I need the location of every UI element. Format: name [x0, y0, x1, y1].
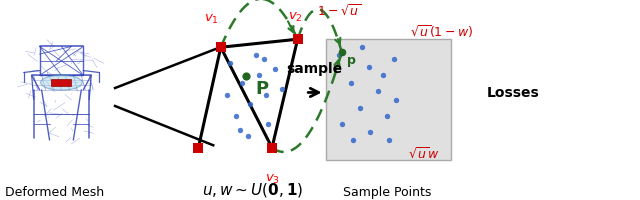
- FancyBboxPatch shape: [51, 80, 71, 87]
- Point: [365, 130, 375, 134]
- Text: $v_1$: $v_1$: [204, 13, 219, 26]
- Point: [378, 74, 388, 78]
- Point: [348, 138, 358, 142]
- Point: [337, 51, 347, 55]
- Point: [384, 138, 394, 142]
- Point: [237, 82, 247, 86]
- Point: [244, 102, 255, 106]
- Point: [356, 46, 367, 50]
- Point: [254, 74, 264, 78]
- Point: [241, 75, 252, 79]
- Point: [381, 114, 392, 118]
- Text: $u, w \sim U(\mathbf{0}, \mathbf{1})$: $u, w \sim U(\mathbf{0}, \mathbf{1})$: [202, 180, 303, 198]
- Text: $\sqrt{u}w$: $\sqrt{u}w$: [408, 145, 440, 161]
- Text: Deformed Mesh: Deformed Mesh: [5, 186, 104, 198]
- Point: [276, 88, 287, 92]
- Text: sample: sample: [286, 62, 342, 76]
- Point: [337, 122, 347, 126]
- Bar: [326, 40, 451, 160]
- Text: $v_2$: $v_2$: [288, 11, 303, 24]
- Text: $\mathbf{P}$: $\mathbf{P}$: [255, 80, 269, 98]
- Text: $1-\sqrt{u}$: $1-\sqrt{u}$: [317, 3, 362, 19]
- Point: [259, 58, 269, 62]
- Text: $\mathbf{p}$: $\mathbf{p}$: [346, 55, 356, 69]
- Point: [355, 106, 365, 110]
- Point: [292, 38, 303, 42]
- Point: [389, 58, 399, 62]
- Point: [364, 66, 374, 70]
- Point: [270, 68, 280, 72]
- Point: [251, 54, 261, 58]
- Point: [225, 62, 236, 66]
- Point: [267, 146, 277, 150]
- Point: [372, 90, 383, 94]
- Point: [334, 54, 344, 58]
- Point: [235, 128, 245, 132]
- Point: [346, 82, 356, 86]
- Point: [222, 94, 232, 98]
- Text: $v_3$: $v_3$: [264, 172, 280, 185]
- Text: Sample Points: Sample Points: [343, 186, 431, 198]
- Point: [216, 46, 226, 50]
- Point: [230, 114, 241, 118]
- Text: Losses: Losses: [486, 86, 539, 100]
- Point: [260, 94, 271, 98]
- Point: [390, 98, 401, 102]
- Text: $\sqrt{u}(1-w)$: $\sqrt{u}(1-w)$: [410, 23, 473, 39]
- Point: [243, 134, 253, 138]
- Point: [262, 122, 273, 126]
- Point: [193, 146, 204, 150]
- Ellipse shape: [41, 76, 82, 91]
